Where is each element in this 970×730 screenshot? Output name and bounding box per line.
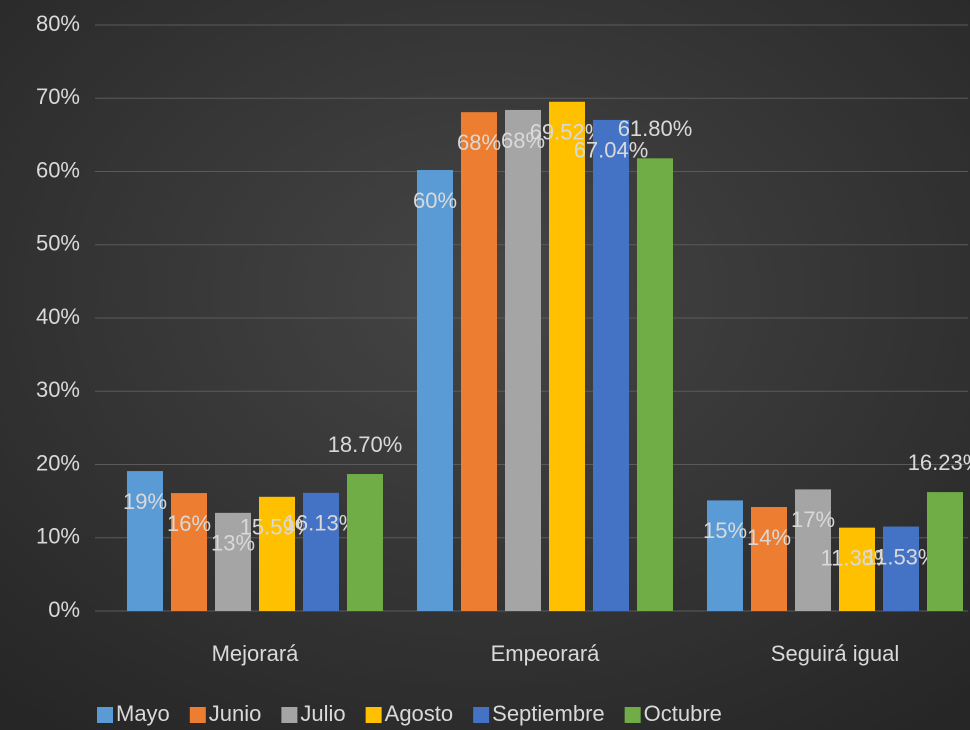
legend-swatch bbox=[97, 707, 113, 723]
y-tick-label: 40% bbox=[36, 304, 80, 329]
legend-swatch bbox=[281, 707, 298, 723]
data-label: 68% bbox=[457, 130, 501, 155]
data-label: 16.23% bbox=[908, 450, 970, 475]
data-label: 17% bbox=[791, 507, 835, 532]
bar bbox=[593, 119, 629, 611]
data-label: 16.13% bbox=[284, 511, 359, 536]
bar bbox=[795, 489, 831, 611]
legend-swatch bbox=[189, 707, 206, 723]
bar bbox=[505, 109, 541, 611]
legend-label: Septiembre bbox=[492, 701, 605, 726]
bar bbox=[927, 492, 963, 611]
bar bbox=[883, 526, 919, 611]
legend-swatch bbox=[365, 707, 382, 723]
x-tick-label: Seguirá igual bbox=[771, 641, 899, 666]
bar bbox=[215, 512, 251, 611]
x-tick-label: Mejorará bbox=[212, 641, 300, 666]
data-label: 11.38% bbox=[821, 545, 894, 570]
bar bbox=[303, 492, 339, 611]
y-tick-label: 50% bbox=[36, 231, 80, 256]
data-label: 19% bbox=[123, 489, 167, 514]
bar bbox=[171, 493, 207, 611]
bar bbox=[259, 496, 295, 611]
legend-label: Mayo bbox=[116, 701, 170, 726]
data-label: 67.04% bbox=[574, 138, 649, 163]
bar bbox=[707, 500, 743, 611]
data-label: 69.52% bbox=[530, 120, 605, 145]
y-tick-label: 10% bbox=[36, 524, 80, 549]
bar bbox=[127, 471, 163, 611]
y-tick-label: 20% bbox=[36, 450, 80, 475]
bar bbox=[417, 170, 453, 611]
data-label: 14% bbox=[747, 525, 791, 550]
data-label: 13% bbox=[211, 531, 255, 556]
legend-label: Octubre bbox=[644, 701, 722, 726]
y-tick-label: 80% bbox=[36, 11, 80, 36]
y-tick-label: 0% bbox=[48, 597, 80, 622]
data-label: 68% bbox=[501, 128, 545, 153]
data-label: 11.53% bbox=[865, 544, 938, 569]
bar bbox=[347, 474, 383, 611]
bar bbox=[839, 527, 875, 611]
bar bbox=[461, 112, 497, 611]
data-label: 16% bbox=[167, 511, 211, 536]
bar bbox=[751, 506, 787, 611]
bar bbox=[549, 101, 585, 612]
y-tick-label: 70% bbox=[36, 84, 80, 109]
x-tick-label: Empeorará bbox=[491, 641, 601, 666]
data-label: 61.80% bbox=[618, 116, 693, 141]
data-label: 60% bbox=[413, 188, 457, 213]
bar bbox=[637, 158, 673, 611]
data-label: 18.70% bbox=[328, 432, 403, 457]
legend-label: Agosto bbox=[385, 701, 454, 726]
legend-swatch bbox=[473, 707, 490, 723]
data-label: 15.59% bbox=[240, 515, 315, 540]
legend-label: Julio bbox=[300, 701, 345, 726]
legend-swatch bbox=[624, 707, 641, 723]
data-label: 15% bbox=[703, 518, 747, 543]
y-tick-label: 30% bbox=[36, 377, 80, 402]
legend-label: Junio bbox=[209, 701, 262, 726]
y-tick-label: 60% bbox=[36, 157, 80, 182]
